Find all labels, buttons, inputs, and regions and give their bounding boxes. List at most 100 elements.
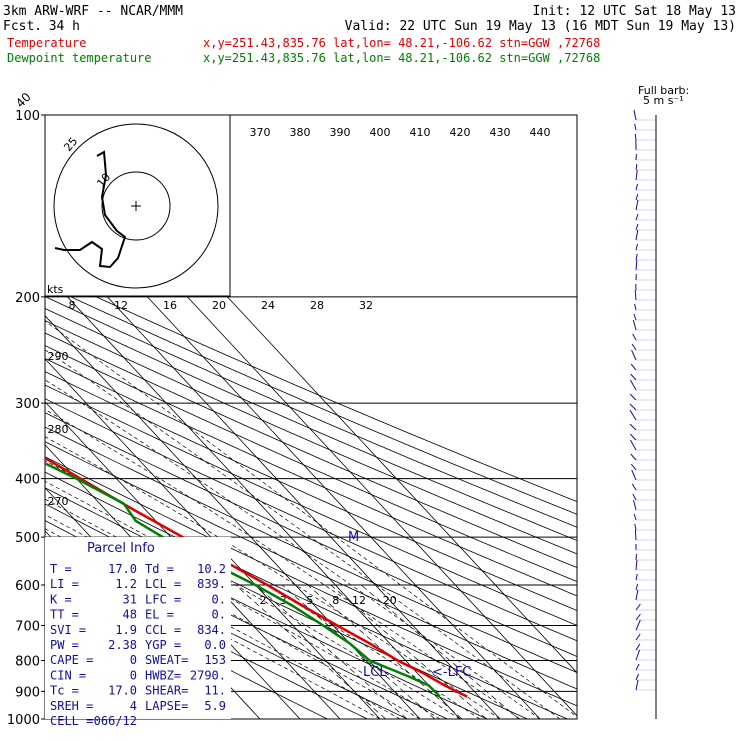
wind-barb <box>635 589 639 601</box>
theta-label: 410 <box>410 126 431 139</box>
parcel-row-label: PW = <box>50 638 79 652</box>
wind-barb <box>635 243 639 251</box>
dry-adiabat <box>45 426 577 673</box>
wind-barbs <box>629 109 656 691</box>
wind-barb <box>631 483 637 491</box>
isotherm <box>45 229 501 719</box>
mixing-ratio-label: 5 <box>306 594 313 607</box>
dewpoint-station-info: x,y=251.43,835.76 lat,lon= 48.21,-106.62… <box>203 51 600 65</box>
parcel-row-label: LI = <box>50 577 79 591</box>
pressure-tick-700: 700 <box>15 619 40 634</box>
dry-adiabat <box>45 572 328 719</box>
dry-adiabat <box>45 398 577 642</box>
dry-adiabat <box>45 320 577 555</box>
moist-adiabat <box>45 480 461 719</box>
pressure-tick-800: 800 <box>15 654 40 669</box>
isotherm-label: 40 <box>13 90 34 111</box>
hodograph-speed-tick: 20 <box>212 299 226 312</box>
forecast-label: Fcst. <box>3 19 42 34</box>
parcel-row-label: SVI = <box>50 623 86 637</box>
lfc-label: <-LFC <box>432 665 471 680</box>
wind-barb <box>634 529 637 541</box>
theta-label: 440 <box>530 126 551 139</box>
hodograph-units: kts <box>47 283 64 296</box>
mixing-ratio-line <box>360 584 520 719</box>
parcel-row-value: 1.9 <box>115 623 137 637</box>
wind-barb <box>629 433 637 441</box>
theta-label: 430 <box>490 126 511 139</box>
parcel-row-value: 1.2 <box>115 577 137 591</box>
mixing-ratio-line <box>235 584 386 719</box>
parcel-row-value: 4 <box>130 699 137 713</box>
hodograph-speed-tick: 8 <box>69 299 76 312</box>
dry-adiabat <box>45 456 577 707</box>
parcel-row-value: 0. <box>212 592 226 606</box>
wind-barb <box>635 573 638 581</box>
parcel-info-table: T = 17.0 Td = 10.2 LI = 1.2 LCL = 839. K = 31 LFC … <box>50 562 226 728</box>
axis-labels: 1002003004005006007008009001000-80-70-60… <box>7 90 551 728</box>
hodograph-speed-tick: 28 <box>310 299 324 312</box>
wind-barb <box>635 163 638 171</box>
wind-barb <box>634 523 637 531</box>
parcel-info-box <box>45 537 231 719</box>
wind-barb <box>635 223 639 231</box>
wind-barb <box>630 453 637 461</box>
hodograph-speed-tick: 32 <box>359 299 373 312</box>
mixing-ratio-line <box>330 584 487 719</box>
dry-adiabat <box>45 384 577 626</box>
parcel-row-label: TT = <box>50 608 79 622</box>
wind-barb <box>635 559 638 571</box>
parcel-row-value: 17.0 <box>108 562 137 576</box>
parcel-row-value: 31 <box>123 592 137 606</box>
barb-legend-title: Full barb: <box>638 84 689 97</box>
wind-barb <box>630 463 637 471</box>
wind-barb <box>635 663 640 671</box>
hodograph <box>53 123 219 289</box>
theta-label: 370 <box>250 126 271 139</box>
wind-barb <box>630 363 637 371</box>
parcel-row-value: 2790. <box>190 668 226 682</box>
wind-barb <box>634 123 637 131</box>
hodograph-ring-inner <box>101 171 171 241</box>
wind-barb <box>632 333 637 341</box>
wind-barb <box>631 343 637 351</box>
wind-barb <box>635 633 641 641</box>
parcel-row-label: T = <box>50 562 72 576</box>
temperature-trace <box>45 456 468 698</box>
wind-barb <box>629 403 637 411</box>
wind-barb <box>633 513 637 521</box>
wind-barb <box>633 109 637 121</box>
dry-adiabat <box>45 308 577 541</box>
wind-barb <box>635 643 641 651</box>
wind-barb <box>635 613 641 621</box>
wind-barb <box>635 229 639 241</box>
wind-barb <box>630 373 637 381</box>
lcl-label: LCL <box>363 665 387 680</box>
temperature-legend: Temperature <box>7 36 86 50</box>
parcel-row-value: 153 <box>204 653 226 667</box>
wind-barb <box>635 649 641 661</box>
wind-barb <box>631 349 637 361</box>
barb-legend-value: 5 m s⁻¹ <box>643 94 684 107</box>
wind-barb <box>635 213 639 221</box>
parcel-row-value: 10.2 <box>197 562 226 576</box>
pressure-tick-400: 400 <box>15 473 40 488</box>
dewpoint-trace <box>45 462 441 698</box>
wind-barb <box>630 439 637 451</box>
wind-barb <box>634 303 637 311</box>
theta-label: 390 <box>330 126 351 139</box>
wind-barb <box>632 319 637 331</box>
parcel-row-value: 0 <box>130 653 137 667</box>
dewpoint-legend: Dewpoint temperature <box>7 51 152 65</box>
pressure-tick-200: 200 <box>15 291 40 306</box>
pressure-tick-100: 100 <box>15 109 40 124</box>
parcel-row-value: 11. <box>204 684 226 698</box>
hodograph-speed-tick: 24 <box>261 299 275 312</box>
parcel-row-label: CCL = <box>145 623 181 637</box>
m-label: M <box>348 530 359 545</box>
pressure-tick-500: 500 <box>15 531 40 546</box>
isotherm <box>45 358 381 719</box>
moist-adiabat <box>45 379 541 719</box>
parcel-row-value: 2.38 <box>108 638 137 652</box>
